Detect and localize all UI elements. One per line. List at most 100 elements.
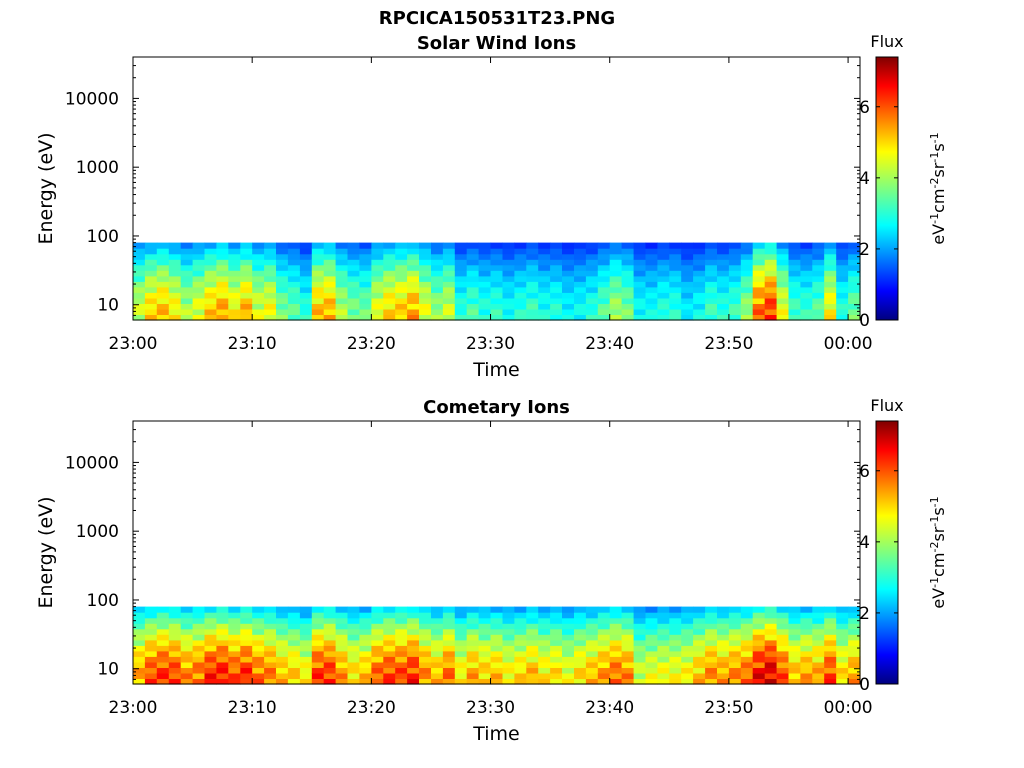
heatmap-cell [800,639,813,646]
heatmap-cell [597,264,611,271]
heatmap-cell [764,314,778,321]
heatmap-cell [359,264,372,271]
heatmap-cell [800,253,813,260]
heatmap-cell [562,270,575,277]
heatmap-cell [395,259,408,266]
heatmap-cell [323,661,337,668]
heatmap-cell [776,275,790,282]
heatmap-cell [395,634,408,641]
heatmap-cell [431,623,444,630]
heatmap-cell [335,281,349,288]
heatmap-cell [311,672,325,679]
heatmap-cell [645,639,658,646]
heatmap-cell [240,656,253,663]
heatmap-cell [335,667,349,674]
heatmap-cell [204,628,217,635]
heatmap-cell [216,639,229,646]
heatmap-cell [621,297,635,304]
heatmap-cell [299,275,313,282]
heatmap-cell [335,308,349,315]
heatmap-cell [788,628,801,635]
heatmap-cell [133,303,146,310]
heatmap-cell [562,286,575,293]
heatmap-cell [264,612,277,619]
heatmap-cell [407,281,420,288]
heatmap-cell [466,623,480,630]
heatmap-cell [216,286,229,293]
heatmap-cell [562,667,575,674]
heatmap-cell [133,248,146,255]
heatmap-cell [335,678,349,685]
heatmap-cell [168,612,182,619]
heatmap-cell [609,606,623,613]
heatmap-cell [180,281,194,288]
heatmap-cell [454,667,468,674]
heatmap-cell [574,667,587,674]
heatmap-cell [347,612,360,619]
heatmap-cell [490,672,503,679]
heatmap-cell [240,645,253,652]
heatmap-cell [419,672,432,679]
heatmap-cell [466,606,480,613]
heatmap-cell [478,242,492,249]
heatmap-cell [252,639,265,646]
heatmap-cell [323,623,337,630]
heatmap-cell [574,264,587,271]
heatmap-cell [812,667,825,674]
heatmap-cell [609,678,623,685]
heatmap-cell [597,314,611,321]
heatmap-cell [192,606,206,613]
heatmap-cell [550,286,563,293]
heatmap-cell [216,264,229,271]
heatmap-cell [764,264,778,271]
heatmap-cell [240,303,253,310]
heatmap-cell [395,667,408,674]
heatmap-cell [442,678,456,685]
unit-exponent: -1 [928,577,941,588]
heatmap-cell [502,639,515,646]
heatmap-cell [240,308,253,315]
heatmap-cell [538,606,551,613]
heatmap-cell [287,678,301,685]
heatmap-cell [728,286,742,293]
heatmap-cell [168,275,182,282]
heatmap-cell [681,259,694,266]
heatmap-cell [407,259,420,266]
heatmap-cell [812,242,825,249]
heatmap-cell [609,270,623,277]
heatmap-cell [323,628,337,635]
heatmap-cell [585,667,599,674]
heatmap-cell [252,634,265,641]
y-tick-label: 10000 [65,89,119,109]
heatmap-cell [562,656,575,663]
heatmap-cell [228,639,241,646]
heatmap-cell [788,303,801,310]
heatmap-cell [335,606,349,613]
heatmap-cell [705,248,718,255]
heatmap-cell [764,292,778,299]
heatmap-cell [216,628,229,635]
heatmap-cell [693,253,706,260]
heatmap-cell [276,281,289,288]
heatmap-cell [371,667,384,674]
heatmap-cell [728,612,742,619]
heatmap-cell [228,308,241,315]
heatmap-cell [514,314,527,321]
heatmap-cell [454,314,468,321]
heatmap-cell [192,617,206,624]
heatmap-cell [335,242,349,249]
heatmap-cell [526,645,539,652]
heatmap-cell [585,645,599,652]
heatmap-cell [681,678,694,685]
heatmap-cell [848,678,861,685]
x-tick-label: 23:00 [109,334,158,354]
heatmap-cell [824,242,837,249]
heatmap-cell [514,645,527,652]
heatmap-cell [562,628,575,635]
heatmap-cell [538,667,551,674]
heatmap-cell [812,650,825,657]
heatmap-cell [562,639,575,646]
colorbar-tick-label: 0 [859,675,870,695]
heatmap-cell [764,297,778,304]
